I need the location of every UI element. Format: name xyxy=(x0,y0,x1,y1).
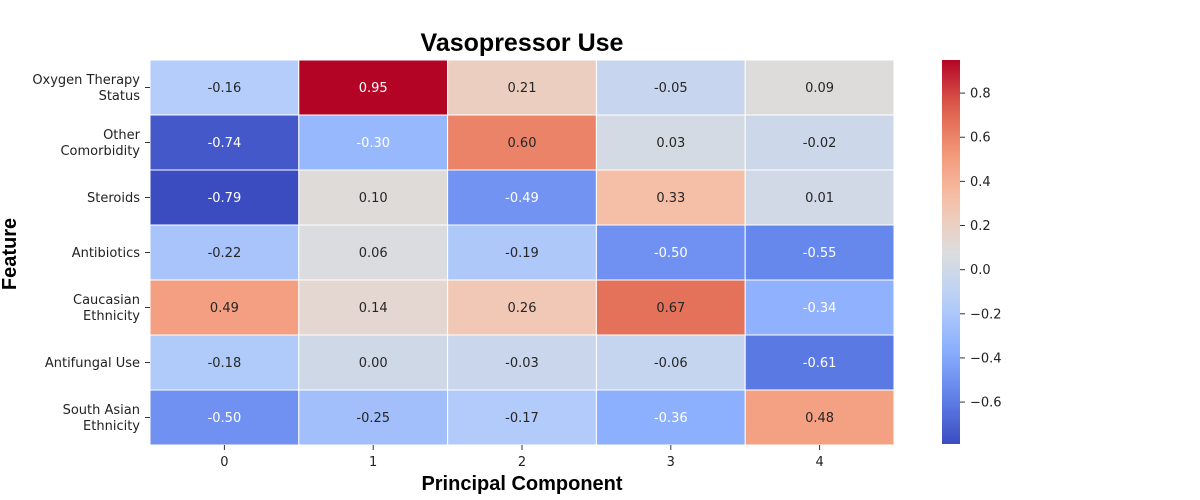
heatmap-cell xyxy=(298,334,449,391)
cell-value-label: 0.09 xyxy=(805,81,834,96)
cell-value-label: 0.06 xyxy=(359,246,388,261)
heatmap-cell xyxy=(595,334,746,391)
cell-value-label: 0.49 xyxy=(210,301,239,316)
colorbar-tick-label: −0.6 xyxy=(970,396,1002,411)
cell-value-label: -0.19 xyxy=(505,246,539,261)
heatmap-cell xyxy=(447,169,597,226)
x-tick-label: 3 xyxy=(667,455,675,470)
y-tick-label: Antibiotics xyxy=(72,246,141,261)
cell-value-label: -0.34 xyxy=(803,301,837,316)
colorbar-tick-label: 0.6 xyxy=(970,131,991,146)
heatmap-cell xyxy=(744,114,895,171)
heatmap-cell xyxy=(744,224,895,281)
heatmap-cell xyxy=(298,59,449,116)
cell-value-label: -0.30 xyxy=(356,136,390,151)
x-tick-label: 0 xyxy=(220,455,228,470)
cell-value-label: -0.16 xyxy=(208,81,242,96)
cell-value-label: 0.26 xyxy=(508,301,537,316)
cell-value-label: -0.36 xyxy=(654,411,688,426)
cell-value-label: 0.01 xyxy=(805,191,834,206)
heatmap-cell xyxy=(595,224,746,281)
colorbar-tick-label: −0.2 xyxy=(970,307,1002,322)
cell-value-label: 0.33 xyxy=(656,191,685,206)
heatmap-cell xyxy=(149,114,300,171)
y-tick-label: Caucasian Ethnicity xyxy=(73,293,140,324)
cell-value-label: -0.06 xyxy=(654,356,688,371)
colorbar xyxy=(942,60,960,444)
x-tick-label: 4 xyxy=(815,455,823,470)
cell-value-label: -0.50 xyxy=(208,411,242,426)
heatmap-cell xyxy=(744,279,895,336)
cell-value-label: -0.03 xyxy=(505,356,539,371)
cell-value-label: -0.05 xyxy=(654,81,688,96)
cell-value-label: -0.61 xyxy=(803,356,837,371)
heatmap-cell xyxy=(298,169,449,226)
heatmap-cell xyxy=(149,279,300,336)
x-tick-label: 2 xyxy=(518,455,526,470)
colorbar-tick-label: 0.4 xyxy=(970,175,991,190)
heatmap-cell xyxy=(149,389,300,446)
cell-value-label: -0.49 xyxy=(505,191,539,206)
heatmap-cell xyxy=(447,224,597,281)
cell-value-label: -0.02 xyxy=(803,136,837,151)
heatmap-cell xyxy=(744,389,895,446)
heatmap-cell xyxy=(298,279,449,336)
cell-value-label: -0.25 xyxy=(356,411,390,426)
colorbar-tick-label: 0.8 xyxy=(970,87,991,102)
y-tick-label: Steroids xyxy=(87,191,140,206)
colorbar-tick-label: −0.4 xyxy=(970,351,1002,366)
cell-value-label: 0.14 xyxy=(359,301,388,316)
cell-value-label: -0.74 xyxy=(208,136,242,151)
heatmap-cell xyxy=(298,224,449,281)
chart-title: Vasopressor Use xyxy=(421,29,624,57)
cell-value-label: 0.95 xyxy=(359,81,388,96)
colorbar-tick-label: 0.0 xyxy=(970,263,991,278)
cell-value-label: -0.50 xyxy=(654,246,688,261)
cell-value-label: -0.17 xyxy=(505,411,539,426)
x-axis-label: Principal Component xyxy=(421,473,622,495)
y-tick-label: Other Comorbidity xyxy=(60,128,140,159)
cell-value-label: -0.55 xyxy=(803,246,837,261)
heatmap-cell xyxy=(149,59,300,116)
cell-value-label: 0.67 xyxy=(656,301,685,316)
heatmap-cell xyxy=(595,169,746,226)
heatmap-cells: -0.16 0.95 0.21 -0.05 0.09 -0.74 -0.30 0.60 0.03… xyxy=(149,59,895,446)
colorbar-tick-label: 0.2 xyxy=(970,219,991,234)
heatmap-cell xyxy=(447,334,597,391)
heatmap-cell xyxy=(447,59,597,116)
cell-value-label: -0.79 xyxy=(208,191,242,206)
heatmap-cell xyxy=(744,334,895,391)
cell-value-label: -0.22 xyxy=(208,246,242,261)
y-tick-label: Antifungal Use xyxy=(45,356,140,371)
heatmap-cell xyxy=(447,114,597,171)
cell-value-label: -0.18 xyxy=(208,356,242,371)
y-axis-label: Feature xyxy=(0,218,21,290)
cell-value-label: 0.00 xyxy=(359,356,388,371)
y-axis-ticks: Oxygen Therapy Status Other Comorbidity Ster… xyxy=(32,73,150,434)
y-tick-label: South Asian Ethnicity xyxy=(63,403,141,434)
x-tick-label: 1 xyxy=(369,455,377,470)
cell-value-label: 0.21 xyxy=(508,81,537,96)
y-tick-label: Oxygen Therapy Status xyxy=(32,73,140,104)
colorbar-ticks: 0.8 0.6 0.4 0.2 0.0 −0.2 −0.4 −0.6 xyxy=(960,87,1002,411)
heatmap-cell xyxy=(447,279,597,336)
heatmap-cell xyxy=(744,169,895,226)
cell-value-label: 0.10 xyxy=(359,191,388,206)
heatmap-cell xyxy=(744,59,895,116)
cell-value-label: 0.03 xyxy=(656,136,685,151)
x-axis-ticks: 0 1 2 3 4 xyxy=(220,445,824,470)
heatmap-cell xyxy=(595,59,746,116)
cell-value-label: 0.60 xyxy=(508,136,537,151)
cell-value-label: 0.48 xyxy=(805,411,834,426)
